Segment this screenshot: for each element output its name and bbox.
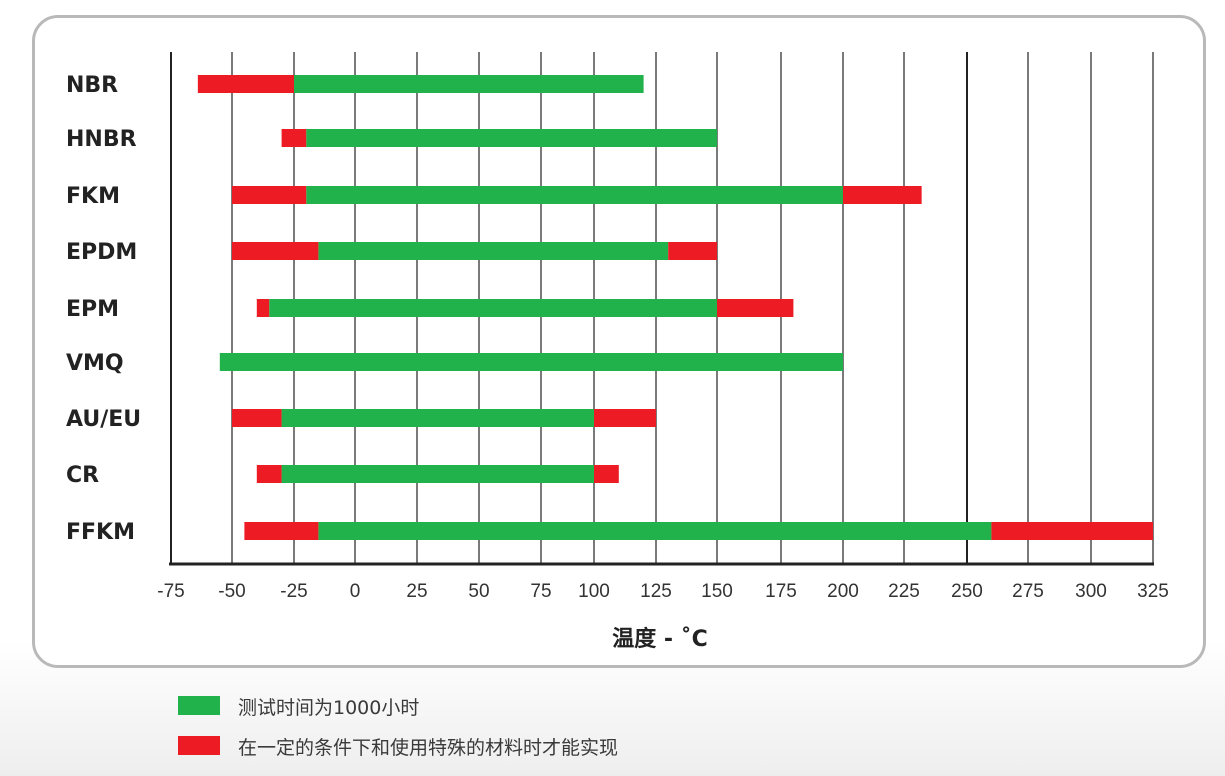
x-tick-label: 0	[350, 581, 361, 602]
x-tick-label: 275	[1012, 581, 1044, 602]
x-tick-label: 225	[888, 581, 920, 602]
bar-special-nbr	[197, 75, 294, 93]
x-tick-label: 100	[578, 581, 610, 602]
bar-standard-nbr	[294, 75, 644, 93]
x-tick-label: 325	[1137, 581, 1169, 602]
bar-special-epdm	[232, 242, 319, 260]
bar-standard-fkm	[306, 186, 843, 204]
bar-standard-vmq	[219, 353, 844, 371]
bar-standard-au-eu	[281, 409, 594, 427]
legend-label-standard: 测试时间为1000小时	[238, 697, 420, 719]
bar-special-au-eu	[232, 409, 282, 427]
category-label: EPM	[66, 297, 119, 322]
bar-special-cr	[256, 465, 282, 483]
bar-special-au-eu	[594, 409, 656, 427]
category-label: CR	[66, 463, 99, 488]
x-tick-label: 175	[765, 581, 797, 602]
category-label: HNBR	[66, 127, 137, 152]
x-tick-label: 150	[701, 581, 733, 602]
x-tick-label: 200	[827, 581, 859, 602]
bar-standard-ffkm	[318, 522, 992, 540]
category-label: AU/EU	[66, 407, 141, 432]
x-tick-label: 300	[1075, 581, 1107, 602]
bar-special-ffkm	[244, 522, 319, 540]
bar-special-epm	[256, 299, 270, 317]
x-tick-label: 25	[406, 581, 427, 602]
bar-special-hnbr	[281, 129, 307, 147]
bar-standard-hnbr	[306, 129, 717, 147]
bar-special-fkm	[843, 186, 922, 204]
bar-special-epm	[717, 299, 794, 317]
x-tick-label: 75	[530, 581, 551, 602]
category-label: FKM	[66, 184, 120, 209]
chart-card	[32, 15, 1206, 668]
bar-special-cr	[594, 465, 619, 483]
x-axis-label: 温度 - ˚C	[612, 626, 708, 652]
bar-standard-epdm	[318, 242, 669, 260]
x-tick-label: 50	[468, 581, 489, 602]
bar-standard-cr	[281, 465, 594, 483]
category-label: VMQ	[66, 351, 124, 376]
category-label: NBR	[66, 73, 118, 98]
x-tick-label: 250	[951, 581, 983, 602]
x-tick-label: -75	[157, 581, 184, 602]
x-tick-label: -50	[218, 581, 245, 602]
legend-swatch-green	[178, 696, 220, 715]
bar-standard-epm	[269, 299, 717, 317]
x-tick-label: -25	[280, 581, 307, 602]
bar-special-ffkm	[991, 522, 1153, 540]
bar-special-fkm	[232, 186, 307, 204]
category-label: EPDM	[66, 240, 137, 265]
legend-swatch-red	[178, 736, 220, 755]
bar-special-epdm	[668, 242, 717, 260]
category-label: FFKM	[66, 520, 135, 545]
legend-label-special: 在一定的条件下和使用特殊的材料时才能实现	[238, 737, 619, 759]
x-tick-label: 125	[640, 581, 672, 602]
